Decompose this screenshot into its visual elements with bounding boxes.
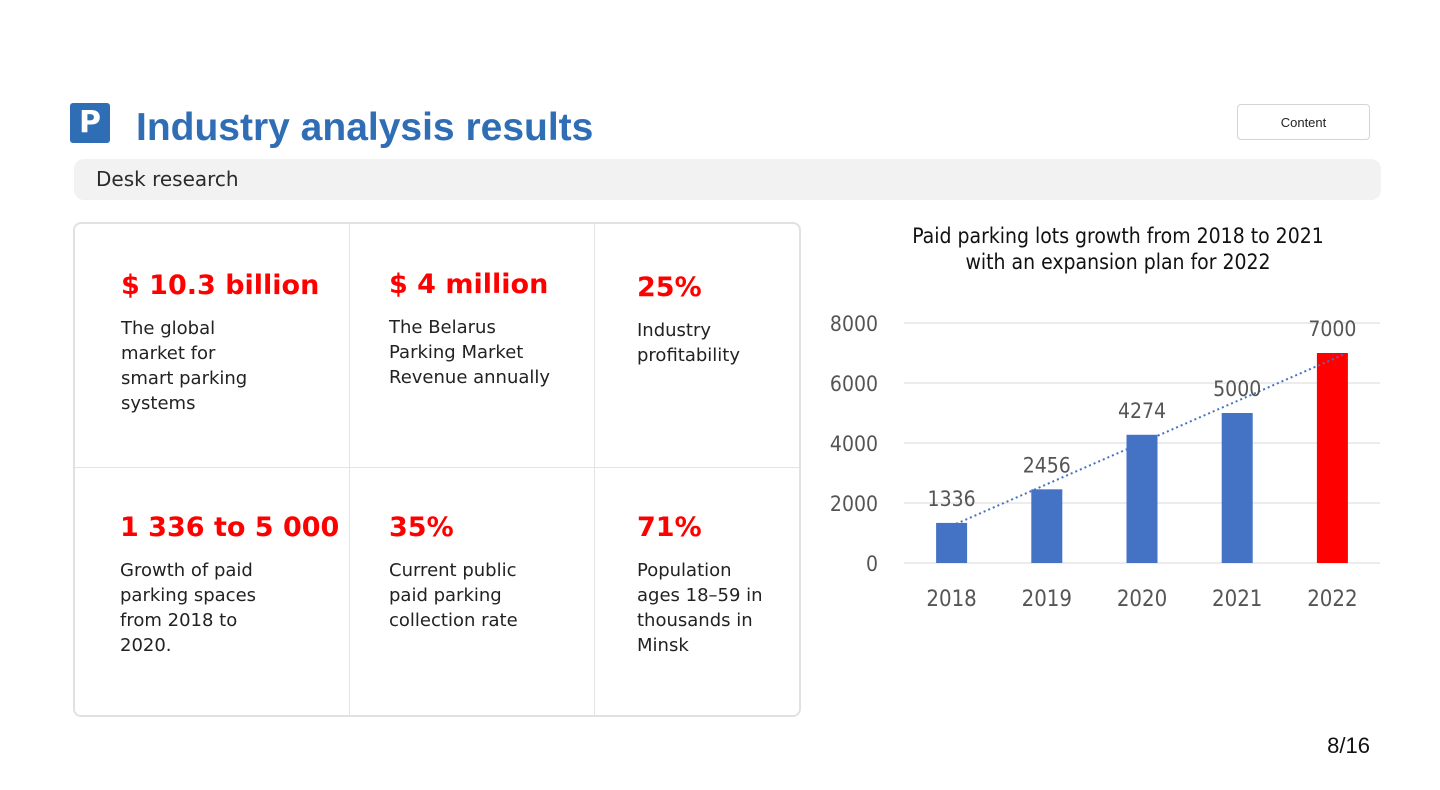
stat-value: 25%: [637, 272, 702, 303]
card-divider-horizontal: [75, 467, 799, 468]
card-divider-vertical: [349, 224, 350, 715]
stat-profitability: 25% Industry profitability: [637, 272, 740, 368]
stat-collection-rate: 35% Current public paid parking collecti…: [389, 512, 518, 633]
page-number: 8/16: [1327, 733, 1370, 758]
data-label: 5000: [1213, 377, 1261, 401]
card-divider-vertical: [594, 224, 595, 715]
chart-bar: [1126, 434, 1158, 563]
stat-description: Growth of paid parking spaces from 2018 …: [120, 560, 257, 656]
y-tick-label: 8000: [830, 312, 878, 336]
stat-global-market: $ 10.3 billion The global market for sma…: [121, 270, 319, 416]
chart-title: Paid parking lots growth from 2018 to 20…: [912, 224, 1324, 248]
content-button[interactable]: Content: [1237, 104, 1370, 140]
page-title: Industry analysis results: [136, 106, 594, 149]
y-tick-label: 2000: [830, 492, 878, 516]
stat-parking-growth: 1 336 to 5 000 Growth of paid parking sp…: [120, 512, 339, 658]
chart-bar: [1221, 413, 1253, 563]
x-tick-label: 2022: [1307, 587, 1357, 612]
chart-trendline: [951, 353, 1345, 527]
stat-value: $ 4 million: [389, 269, 549, 300]
x-tick-label: 2020: [1117, 587, 1167, 612]
stat-value: $ 10.3 billion: [121, 270, 320, 301]
stat-population: 71% Population ages 18–59 in thousands i…: [637, 512, 763, 658]
x-tick-label: 2019: [1022, 587, 1072, 612]
data-label: 4274: [1118, 399, 1166, 423]
chart-title: with an expansion plan for 2022: [965, 250, 1270, 274]
x-tick-label: 2021: [1212, 587, 1262, 612]
chart-bar: [1316, 353, 1348, 563]
stat-description: Industry profitability: [637, 320, 741, 366]
chart-bar: [1031, 489, 1063, 563]
chart-svg: Paid parking lots growth from 2018 to 20…: [830, 224, 1380, 612]
section-subtitle: Desk research: [96, 167, 239, 191]
data-label: 1336: [928, 487, 976, 511]
parking-growth-chart: Paid parking lots growth from 2018 to 20…: [818, 215, 1388, 635]
stat-description: Population ages 18–59 in thousands in Mi…: [637, 560, 763, 656]
stat-description: The Belarus Parking Market Revenue annua…: [389, 317, 551, 388]
data-label: 2456: [1023, 453, 1071, 477]
parking-logo-icon: P: [70, 103, 110, 143]
stat-belarus-revenue: $ 4 million The Belarus Parking Market R…: [389, 269, 550, 390]
data-label: 7000: [1308, 317, 1356, 341]
stat-value: 1 336 to 5 000: [120, 512, 340, 543]
stat-description: The global market for smart parking syst…: [121, 318, 248, 414]
y-tick-label: 6000: [830, 372, 878, 396]
y-tick-label: 0: [866, 552, 878, 576]
section-subtitle-bar: Desk research: [74, 159, 1381, 200]
chart-bar: [936, 522, 968, 563]
stats-card: $ 10.3 billion The global market for sma…: [73, 222, 801, 717]
y-tick-label: 4000: [830, 432, 878, 456]
x-tick-label: 2018: [926, 587, 976, 612]
stat-description: Current public paid parking collection r…: [389, 560, 518, 631]
stat-value: 35%: [389, 512, 454, 543]
stat-value: 71%: [637, 512, 702, 543]
